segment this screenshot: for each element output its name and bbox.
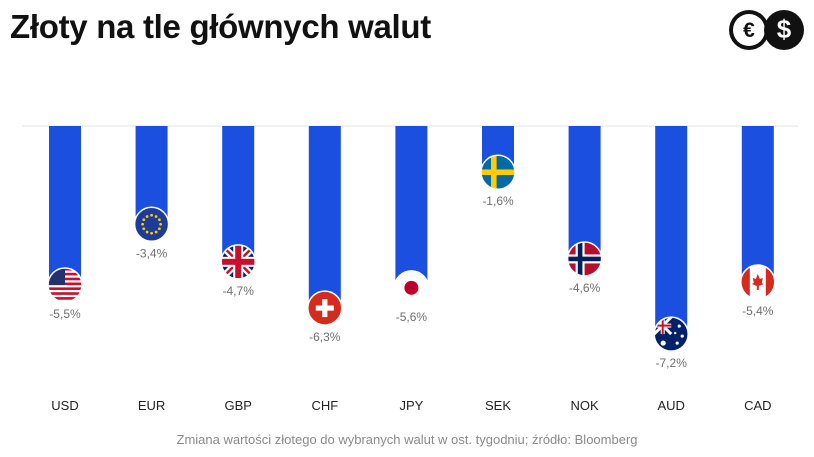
category-label-sek: SEK	[485, 398, 511, 413]
us-flag-icon	[47, 267, 83, 303]
bar-nok	[568, 126, 601, 259]
bar-jpy	[395, 126, 428, 288]
bar-cad	[741, 126, 774, 283]
bar-usd	[49, 126, 81, 285]
value-label-usd: -5,5%	[49, 307, 81, 321]
category-label-cad: CAD	[744, 398, 771, 413]
category-label-jpy: JPY	[399, 398, 423, 413]
se-flag-icon	[480, 154, 516, 190]
no-flag-icon	[566, 241, 603, 277]
value-label-nok: -4,6%	[569, 281, 601, 295]
category-label-aud: AUD	[657, 398, 684, 413]
bar-gbp	[222, 126, 255, 262]
category-label-usd: USD	[51, 398, 78, 413]
au-flag-icon	[653, 316, 689, 352]
bar-aud	[655, 126, 688, 335]
chart-title: Złoty na tle głównych walut	[10, 8, 431, 45]
value-label-jpy: -5,6%	[396, 310, 428, 324]
svg-text:€: €	[743, 19, 755, 42]
category-label-chf: CHF	[311, 398, 338, 413]
value-label-sek: -1,6%	[482, 194, 514, 208]
svg-text:$: $	[777, 14, 792, 44]
ca-flag-icon	[740, 264, 776, 300]
eu-flag-icon	[133, 206, 170, 243]
jp-flag-icon	[393, 270, 430, 306]
category-label-gbp: GBP	[224, 398, 251, 413]
value-label-eur: -3,4%	[136, 246, 168, 260]
category-label-nok: NOK	[571, 398, 600, 413]
value-label-gbp: -4,7%	[223, 284, 255, 298]
ch-flag-icon	[307, 290, 343, 326]
value-label-aud: -7,2%	[656, 356, 688, 370]
value-label-chf: -6,3%	[309, 330, 341, 344]
uk-flag-icon	[220, 244, 256, 280]
bar-chf	[308, 126, 341, 309]
category-label-eur: EUR	[138, 398, 165, 413]
euro-dollar-icon: € $	[729, 10, 804, 50]
value-label-cad: -5,4%	[742, 304, 774, 318]
chart-source-note: Zmiana wartości złotego do wybranych wal…	[176, 432, 638, 447]
